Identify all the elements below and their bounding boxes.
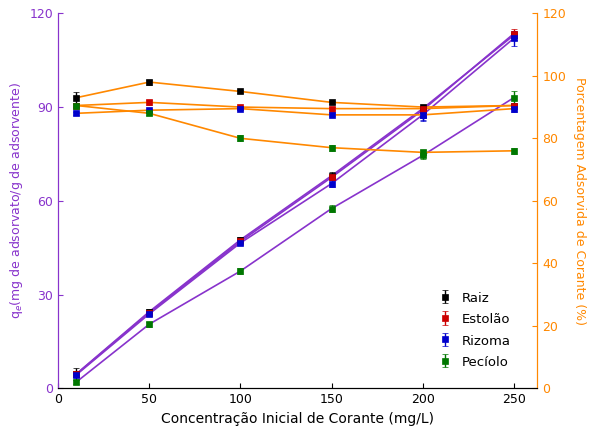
Y-axis label: Porcentagem Adsorvida de Corante (%): Porcentagem Adsorvida de Corante (%) — [573, 77, 586, 325]
Y-axis label: q$_e$(mg de adsorvato/g de adsorvente): q$_e$(mg de adsorvato/g de adsorvente) — [8, 82, 26, 319]
Legend: Raiz, Estolão, Rizoma, Pecíolo: Raiz, Estolão, Rizoma, Pecíolo — [433, 286, 517, 374]
X-axis label: Concentração Inicial de Corante (mg/L): Concentração Inicial de Corante (mg/L) — [162, 412, 434, 426]
